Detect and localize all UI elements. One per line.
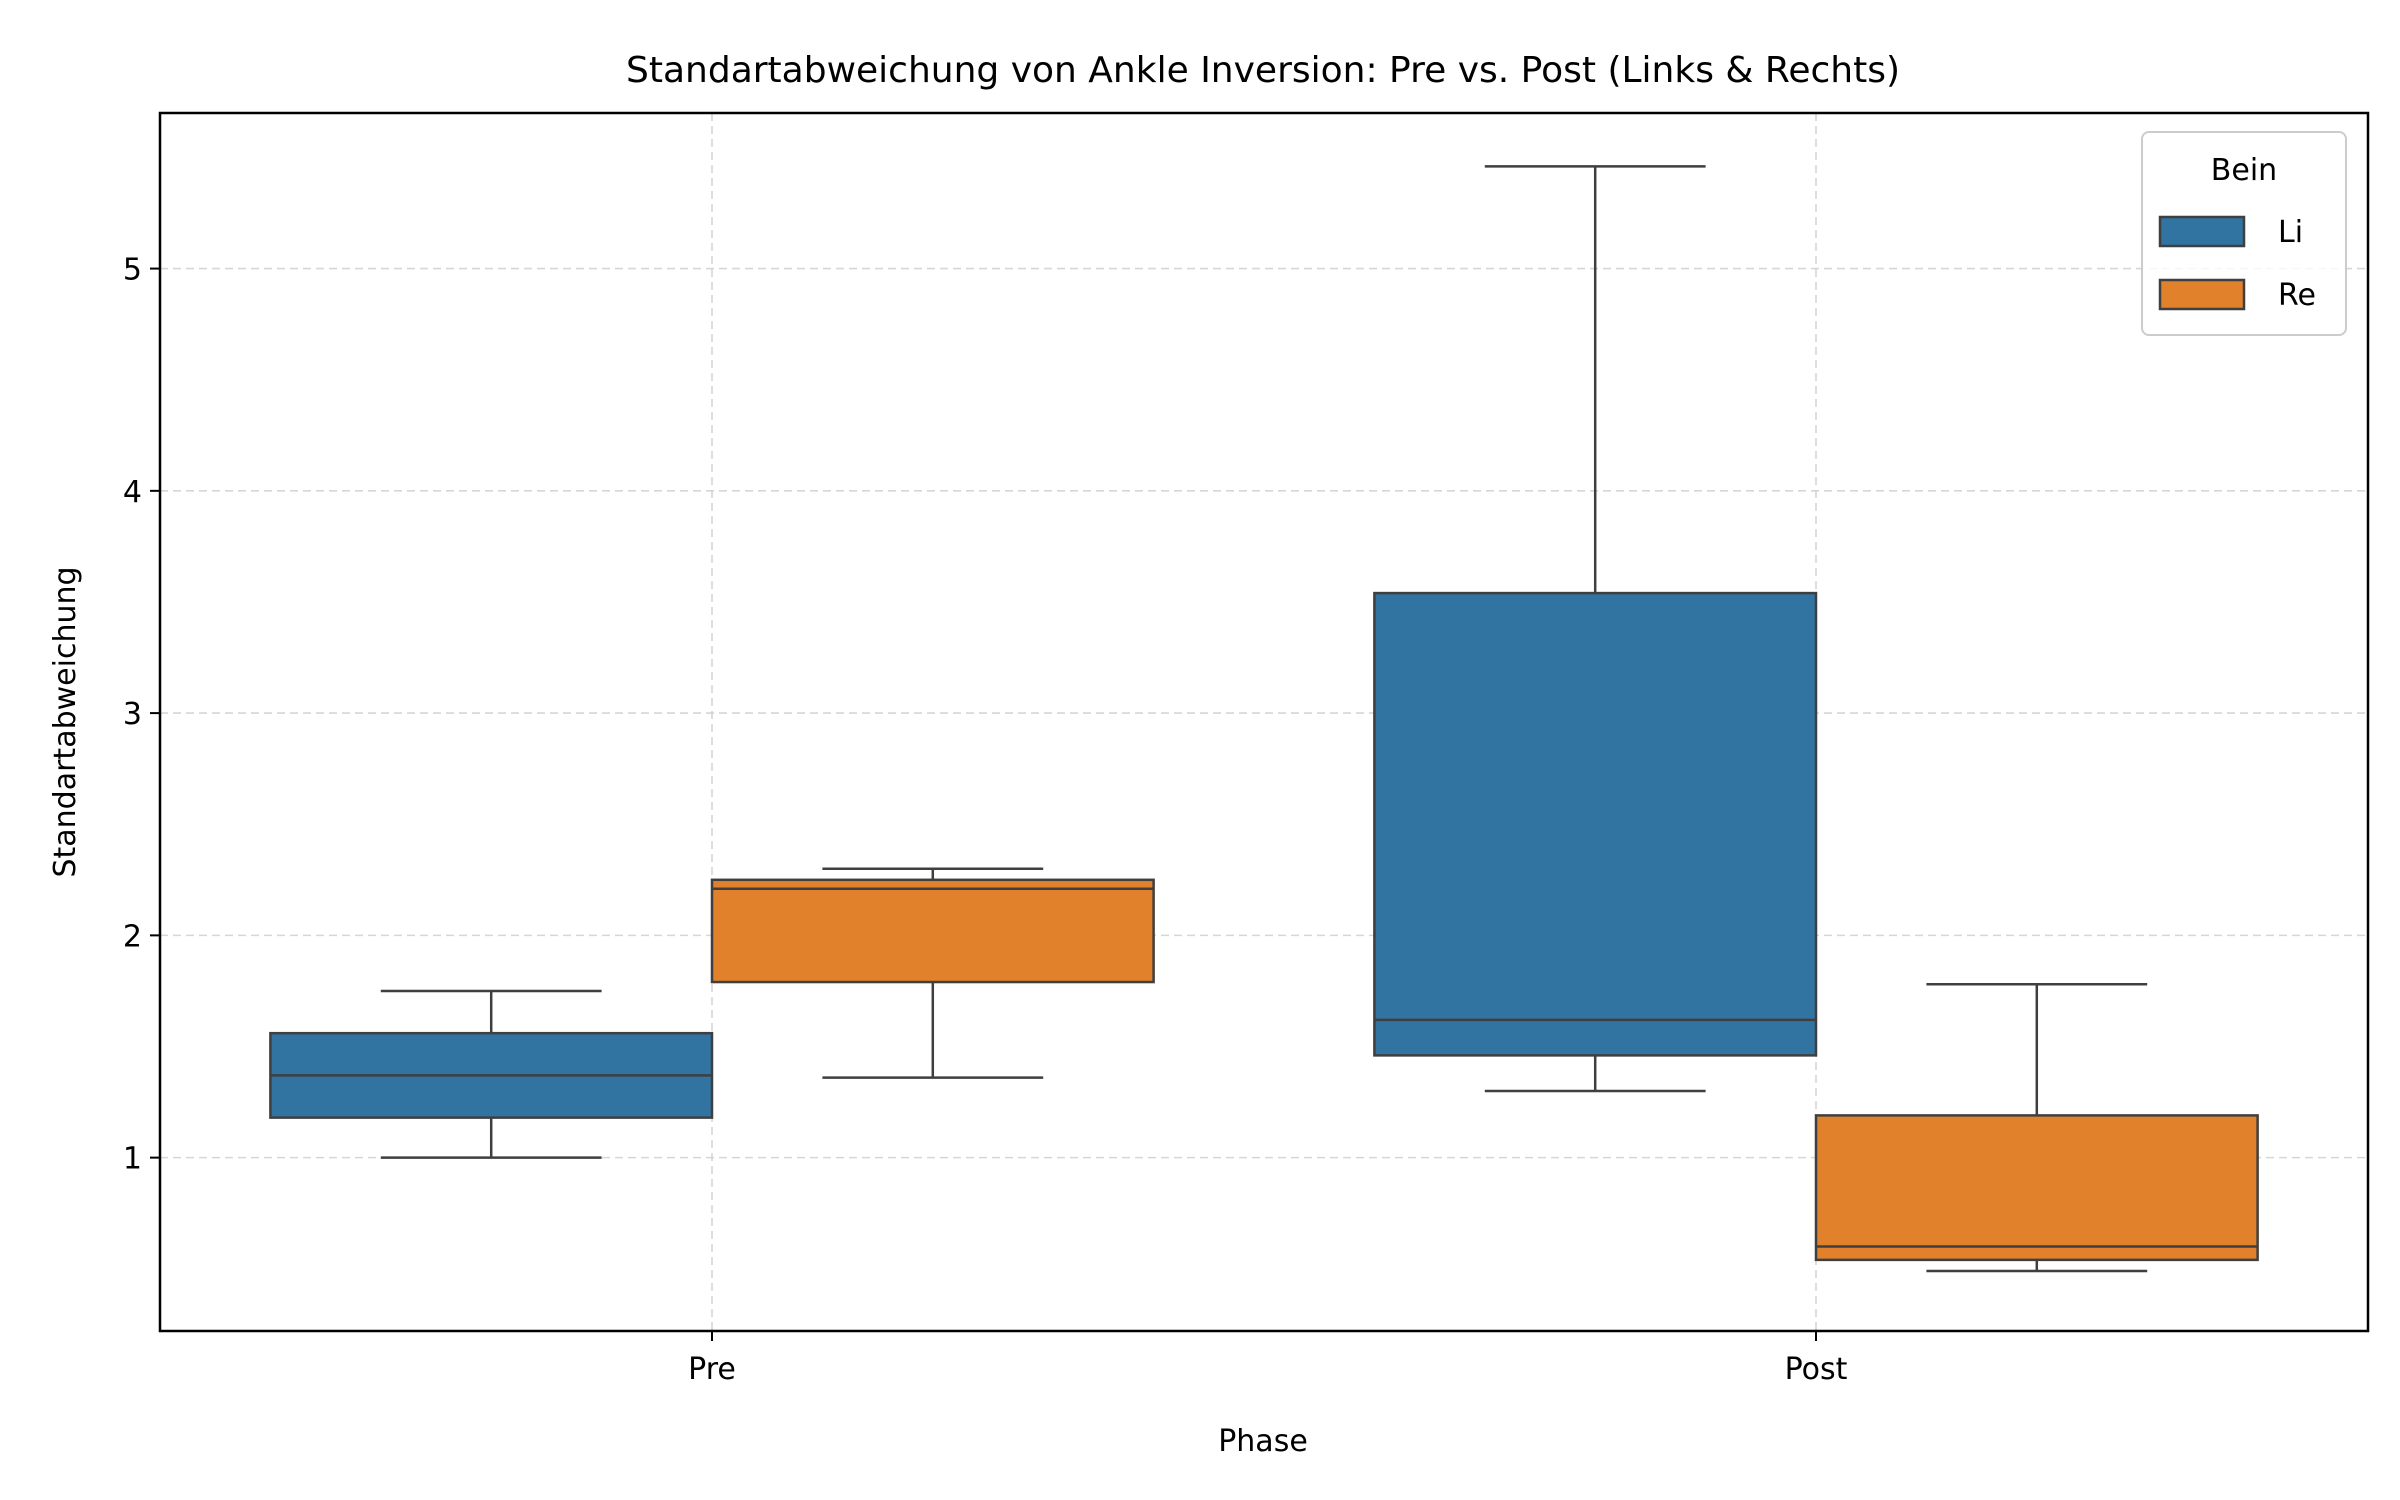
legend-swatch-re xyxy=(2158,278,2246,311)
box-re-post xyxy=(1814,983,2259,1273)
x-axis-ticks: Pre Post xyxy=(688,1331,1848,1387)
chart-title: Standartabweichung von Ankle Inversion: … xyxy=(626,50,1900,91)
box-li-post xyxy=(1373,165,1818,1093)
plot-area-frame xyxy=(158,111,2370,1333)
box-body xyxy=(1814,1114,2259,1262)
y-axis-ticks: 1 2 3 4 5 xyxy=(123,253,160,1177)
box-body xyxy=(710,878,1155,984)
x-axis-label: Phase xyxy=(1218,1424,1308,1459)
x-tick-label-pre: Pre xyxy=(688,1352,736,1387)
box-li-pre xyxy=(269,989,714,1159)
y-tick-label: 4 xyxy=(123,475,142,510)
box-re-pre xyxy=(710,867,1155,1079)
x-tick-label-post: Post xyxy=(1785,1352,1848,1387)
y-axis-label: Standartabweichung xyxy=(48,566,83,877)
y-tick-label: 1 xyxy=(123,1142,142,1177)
y-tick-label: 2 xyxy=(123,919,142,954)
legend-swatch-li xyxy=(2158,215,2246,248)
legend-label-re: Re xyxy=(2278,278,2316,313)
legend-label-li: Li xyxy=(2278,215,2303,250)
box-body xyxy=(1373,591,1818,1057)
box-group xyxy=(269,165,2259,1273)
y-tick-label: 5 xyxy=(123,253,142,288)
legend: Bein Li Re xyxy=(2141,131,2347,336)
legend-title: Bein xyxy=(2211,153,2277,188)
y-tick-label: 3 xyxy=(123,697,142,732)
